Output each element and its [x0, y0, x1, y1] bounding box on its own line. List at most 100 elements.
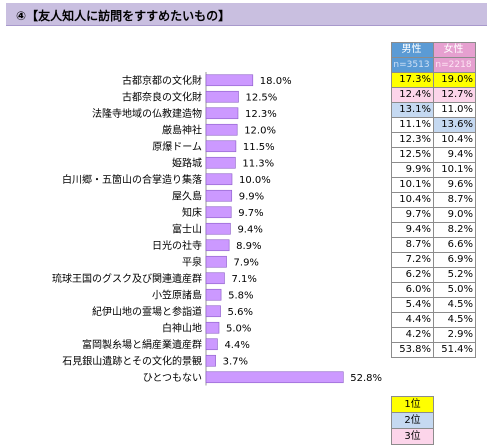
bar — [205, 156, 236, 169]
male-value: 4.2% — [391, 326, 434, 343]
male-value: 4.4% — [391, 311, 434, 328]
value-label: 5.8% — [228, 290, 253, 301]
gender-table: 男性 女性 n=3513 n=2218 17.3% 19.0% 12.4% 12.7%… — [391, 42, 476, 358]
female-value: 2.9% — [433, 326, 476, 343]
value-label: 12.0% — [244, 125, 276, 136]
female-value: 51.4% — [433, 341, 476, 358]
category-label: 屋久島 — [172, 189, 202, 202]
female-header: 女性 — [433, 42, 476, 58]
legend-rank-1: 1位 — [391, 396, 434, 413]
value-label: 9.7% — [238, 208, 263, 219]
bar — [205, 288, 222, 301]
female-value: 5.0% — [433, 281, 476, 298]
table-row: 9.9% 10.1% — [391, 161, 476, 178]
value-label: 5.0% — [226, 323, 251, 334]
female-value: 9.0% — [433, 206, 476, 223]
table-row: 4.4% 4.5% — [391, 311, 476, 328]
female-value: 4.5% — [433, 296, 476, 313]
male-value: 10.1% — [391, 176, 434, 193]
value-label: 9.9% — [239, 191, 264, 202]
table-row: 11.1% 13.6% — [391, 116, 476, 133]
female-n: n=2218 — [433, 56, 476, 73]
female-value: 10.4% — [433, 131, 476, 148]
female-value: 10.1% — [433, 161, 476, 178]
female-value: 8.7% — [433, 191, 476, 208]
bar — [205, 255, 227, 268]
bar — [205, 338, 218, 351]
legend-rank-3: 3位 — [391, 428, 434, 445]
category-label: 古都奈良の文化財 — [122, 90, 202, 103]
male-value: 9.4% — [391, 221, 434, 238]
table-row: 12.5% 9.4% — [391, 146, 476, 163]
category-label: 厳島神社 — [162, 123, 202, 136]
female-value: 12.7% — [433, 86, 476, 103]
bar — [205, 90, 239, 103]
category-label: 平泉 — [182, 255, 202, 268]
female-value: 11.0% — [433, 101, 476, 118]
bar — [205, 239, 230, 252]
category-label: 石見銀山遺跡とその文化的景観 — [62, 354, 202, 367]
table-row: 9.7% 9.0% — [391, 206, 476, 223]
category-label: 紀伊山地の霊場と参詣道 — [92, 305, 202, 318]
table-row: 12.3% 10.4% — [391, 131, 476, 148]
table-row: 6.0% 5.0% — [391, 281, 476, 298]
male-value: 9.7% — [391, 206, 434, 223]
male-value: 12.4% — [391, 86, 434, 103]
table-row: 10.4% 8.7% — [391, 191, 476, 208]
male-value: 53.8% — [391, 341, 434, 358]
category-label: 富士山 — [172, 222, 202, 235]
table-row: 12.4% 12.7% — [391, 86, 476, 103]
bar — [205, 354, 216, 367]
bar — [205, 305, 221, 318]
value-label: 3.7% — [223, 356, 248, 367]
title-bar: ④【友人知人に訪問をすすめたいもの】 — [6, 3, 487, 26]
rank-legend: 1位 2位 3位 — [391, 396, 434, 445]
category-label: 姫路城 — [172, 156, 202, 169]
female-value: 6.6% — [433, 236, 476, 253]
female-value: 9.4% — [433, 146, 476, 163]
value-label: 11.5% — [243, 142, 275, 153]
bar — [205, 173, 233, 186]
female-value: 13.6% — [433, 116, 476, 133]
value-label: 18.0% — [260, 76, 292, 87]
value-label: 12.3% — [245, 109, 277, 120]
category-label: 白神山地 — [162, 321, 202, 334]
table-row: 4.2% 2.9% — [391, 326, 476, 343]
category-label: 原爆ドーム — [152, 141, 202, 153]
category-label: 富岡製糸場と絹産業遺産群 — [82, 338, 202, 351]
category-label: 知床 — [182, 206, 202, 219]
male-n: n=3513 — [391, 56, 434, 73]
bar — [205, 74, 254, 87]
male-value: 6.0% — [391, 281, 434, 298]
value-label: 52.8% — [350, 373, 382, 384]
table-row: 17.3% 19.0% — [391, 71, 476, 88]
value-label: 5.6% — [228, 307, 253, 318]
value-label: 10.0% — [239, 175, 271, 186]
bar — [205, 123, 238, 136]
female-value: 8.2% — [433, 221, 476, 238]
male-value: 6.2% — [391, 266, 434, 283]
male-value: 12.5% — [391, 146, 434, 163]
bar-chart: 古都京都の文化財 18.0% 古都奈良の文化財 12.5% 法隆寺地域の仏教建造物 12.… — [52, 72, 382, 386]
value-label: 8.9% — [236, 241, 261, 252]
male-value: 17.3% — [391, 71, 434, 88]
category-label: 法隆寺地域の仏教建造物 — [92, 107, 202, 120]
bar — [205, 107, 239, 120]
bar — [205, 189, 233, 202]
table-row: 10.1% 9.6% — [391, 176, 476, 193]
male-value: 5.4% — [391, 296, 434, 313]
female-value: 5.2% — [433, 266, 476, 283]
category-label: ひとつもない — [143, 372, 202, 384]
bar — [205, 371, 344, 384]
category-label: 琉球王国のグスク及び関連遺産群 — [52, 272, 202, 285]
table-row: 53.8% 51.4% — [391, 341, 476, 358]
value-label: 9.4% — [237, 224, 262, 235]
category-label: 日光の社寺 — [152, 239, 202, 252]
value-label: 7.9% — [234, 257, 259, 268]
value-label: 7.1% — [231, 274, 256, 285]
table-row: 13.1% 11.0% — [391, 101, 476, 118]
chart-title: ④【友人知人に訪問をすすめたいもの】 — [16, 9, 231, 23]
male-header: 男性 — [391, 42, 434, 58]
category-label: 古都京都の文化財 — [122, 74, 202, 87]
value-label: 4.4% — [224, 340, 249, 351]
